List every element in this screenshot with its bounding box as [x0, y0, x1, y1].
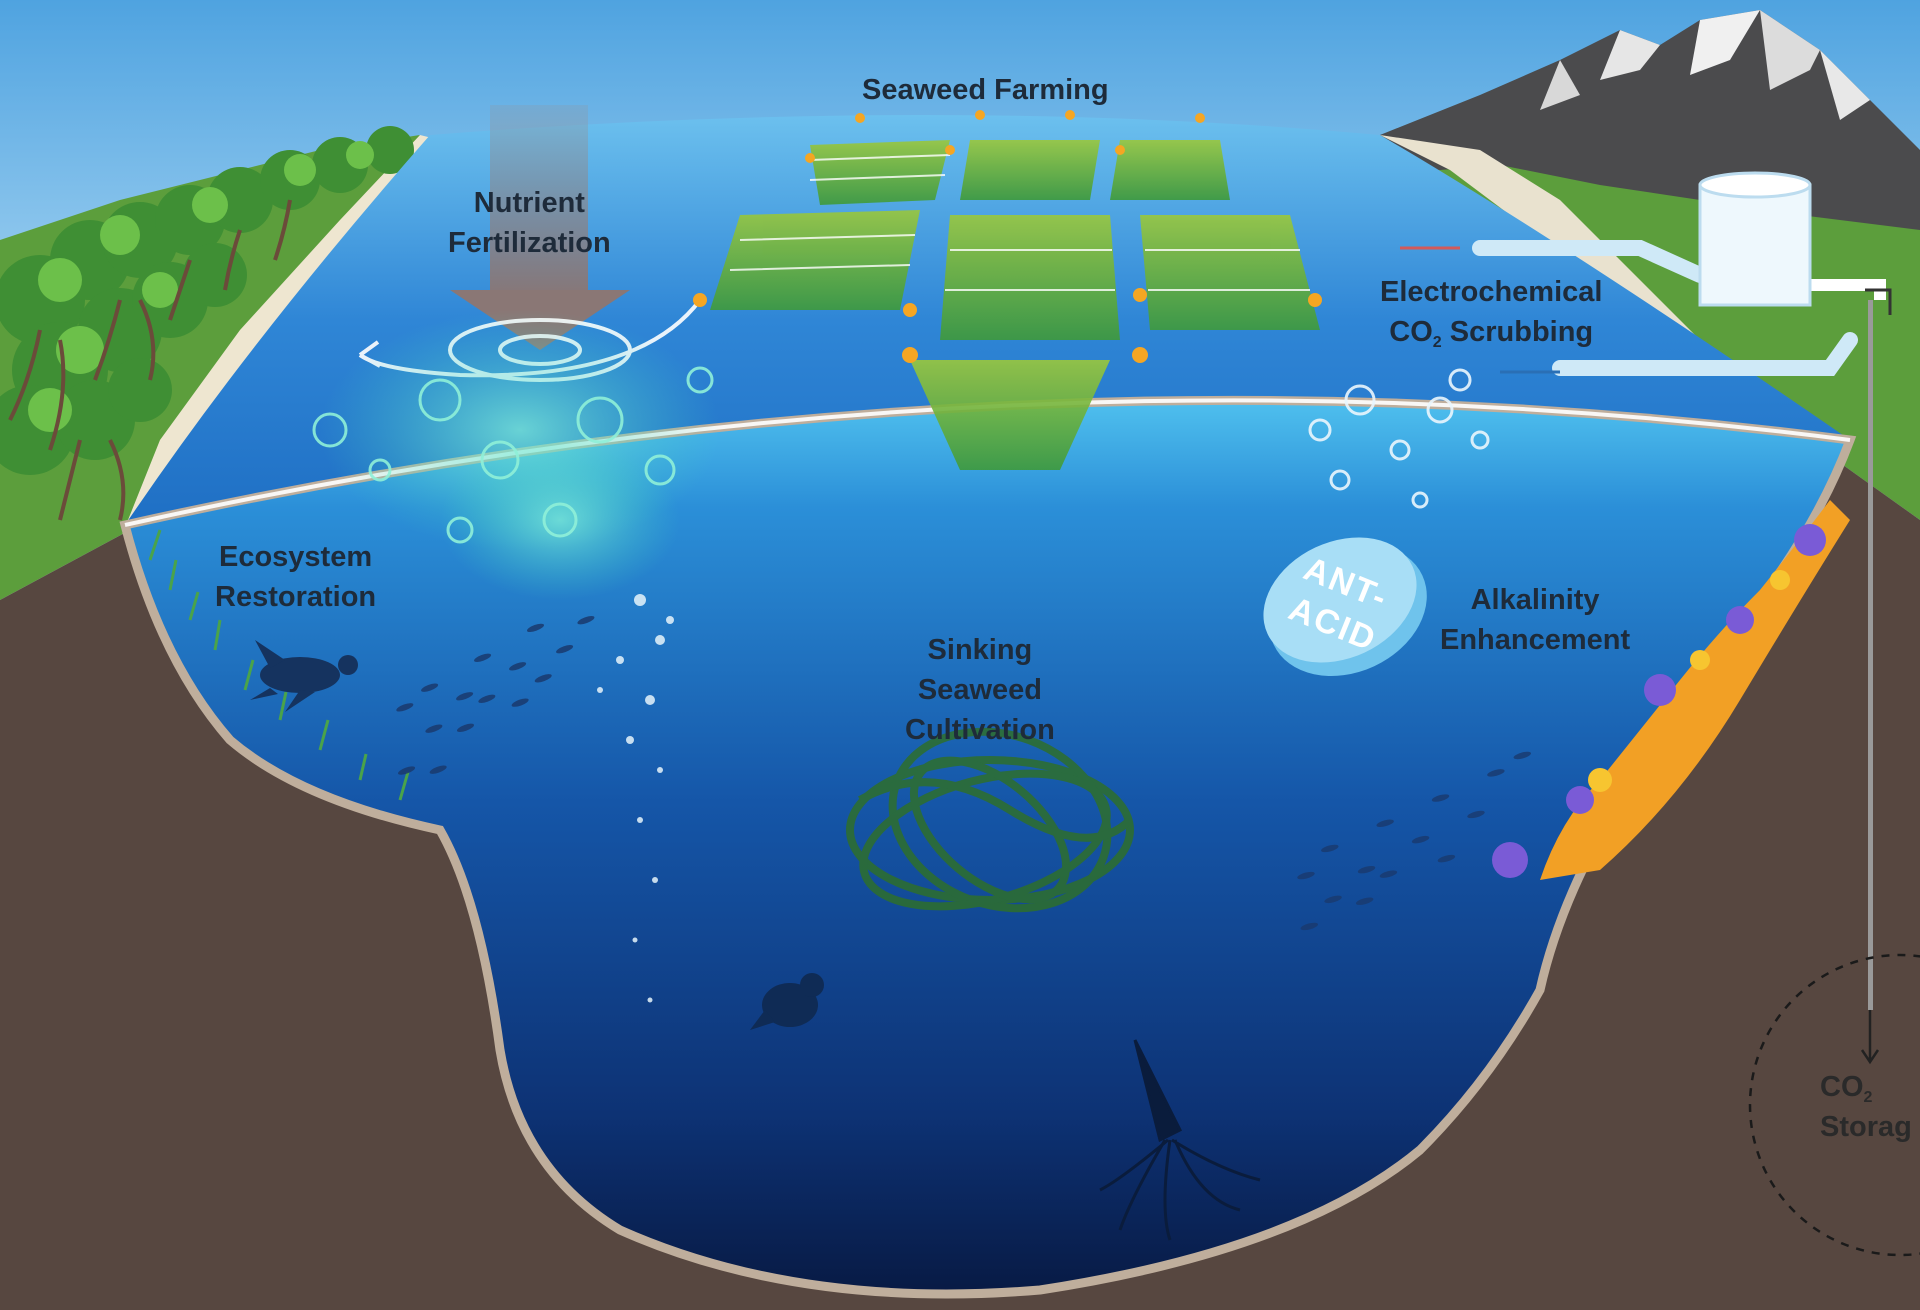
seal-icon — [750, 973, 824, 1030]
label-line: Storag — [1820, 1111, 1912, 1143]
label-seaweed-farming: Seaweed Farming — [862, 70, 1109, 110]
coral-reef-icon — [1492, 500, 1850, 880]
label-line: Sinking — [927, 634, 1033, 666]
label-line: CO2 — [1820, 1067, 1912, 1107]
fizz-bubbles — [1308, 368, 1490, 509]
label-line: Cultivation — [905, 714, 1055, 746]
pipe-icon — [1400, 240, 1892, 1010]
co2-prefix: CO — [1389, 316, 1433, 348]
down-arrow-icon — [1860, 1010, 1880, 1065]
seaweed-raft-icon — [693, 110, 1322, 470]
co2-prefix: CO — [1820, 1071, 1864, 1103]
bubbles — [597, 594, 674, 1003]
seagrass — [148, 529, 410, 801]
antacid-tablet-icon: ANT- ACID — [1263, 537, 1427, 677]
label-electrochemical-co2-scrubbing: Electrochemical CO2 Scrubbing — [1380, 272, 1602, 352]
label-seaweed-farming-text: Seaweed Farming — [862, 74, 1109, 106]
squid-icon — [1099, 1039, 1261, 1241]
label-line: Nutrient — [473, 187, 585, 219]
label-alkalinity-enhancement: Alkalinity Enhancement — [1440, 580, 1630, 660]
fish-school-icon — [396, 615, 595, 775]
label-line: Electrochemical — [1380, 276, 1603, 308]
label-nutrient-fertilization: Nutrient Fertilization — [448, 183, 611, 263]
scrubbing-text: Scrubbing — [1441, 316, 1594, 348]
co2-subscript: 2 — [1432, 334, 1442, 351]
fish-school-icon — [1297, 751, 1532, 931]
label-line: Seaweed — [917, 674, 1042, 706]
label-ecosystem-restoration: Ecosystem Restoration — [215, 537, 376, 617]
label-line: Ecosystem — [218, 541, 373, 573]
label-co2-storage: CO2 Storag — [1820, 1067, 1912, 1147]
mangrove-trees-icon — [0, 126, 414, 521]
seaweed-tangle-icon — [846, 727, 1134, 913]
storage-tank-icon — [1698, 171, 1812, 307]
label-line: Fertilization — [448, 227, 611, 259]
label-sinking-seaweed-cultivation: Sinking Seaweed Cultivation — [905, 630, 1055, 750]
label-line: CO2 Scrubbing — [1380, 312, 1602, 352]
co2-subscript: 2 — [1863, 1089, 1873, 1106]
label-line: Alkalinity — [1470, 584, 1600, 616]
plankton-bloom — [312, 310, 720, 600]
label-line: Restoration — [215, 581, 377, 613]
sea-turtle-icon — [250, 640, 358, 712]
label-line: Enhancement — [1440, 624, 1631, 656]
co2-storage-circle — [1748, 953, 1920, 1257]
